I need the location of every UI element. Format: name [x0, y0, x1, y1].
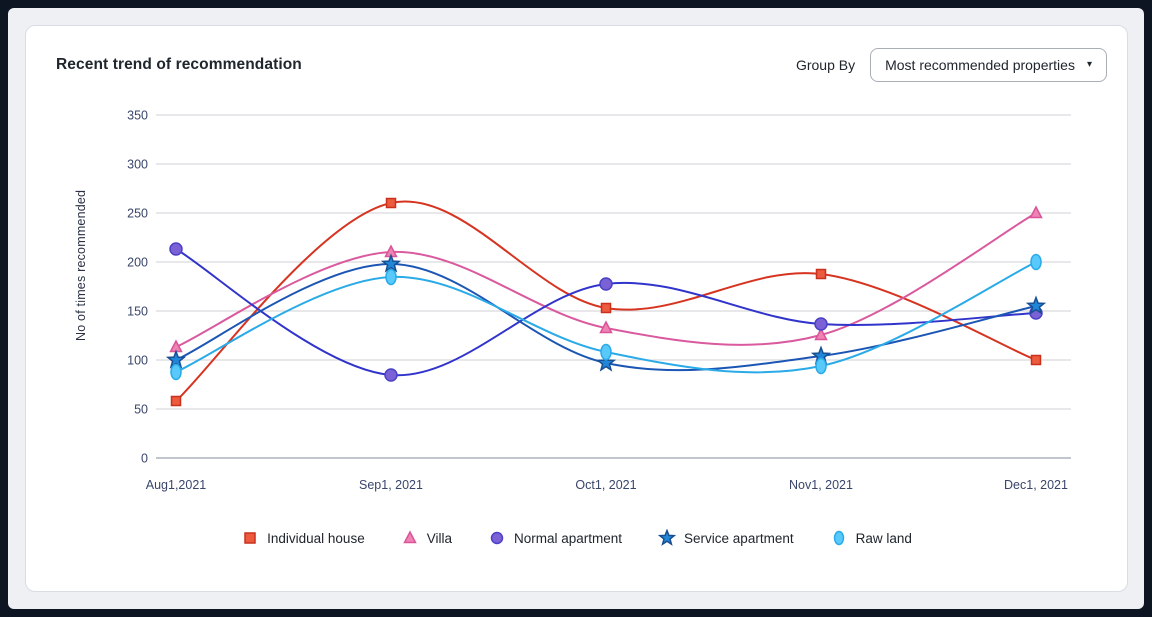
- star-marker-icon: [595, 352, 617, 372]
- circle-marker-icon: [814, 317, 828, 331]
- circle-marker-icon: [384, 368, 398, 382]
- page-title: Recent trend of recommendation: [56, 56, 302, 73]
- x-tick-label: Oct1, 2021: [575, 478, 636, 492]
- oval-marker-icon: [815, 357, 827, 375]
- legend-label: Villa: [426, 530, 452, 546]
- page-background: Recent trend of recommendation Group By …: [8, 8, 1144, 609]
- circle-marker-icon: [490, 531, 504, 545]
- square-marker-icon: [600, 302, 612, 314]
- x-tick-label: Nov1, 2021: [789, 478, 853, 492]
- x-tick-label: Dec1, 2021: [1004, 478, 1068, 492]
- y-tick-label: 250: [127, 207, 148, 221]
- legend-label: Raw land: [855, 530, 912, 546]
- triangle-icon: [402, 530, 417, 544]
- circle-icon: [490, 531, 504, 545]
- y-tick-label: 150: [127, 305, 148, 319]
- star-marker-icon: [1025, 295, 1047, 315]
- chart-area: 0 50 100 150 200 250 300 350 Aug1,2021 Sep1, 2021…: [121, 101, 1096, 501]
- legend-item-service-apartment[interactable]: Service apartment: [658, 529, 794, 547]
- square-marker-icon: [244, 532, 256, 544]
- y-tick-label: 50: [134, 403, 148, 417]
- square-marker-icon: [815, 268, 827, 280]
- group-by-control: Group By Most recommended properties ▾: [796, 48, 1107, 82]
- star-icon: [658, 529, 677, 546]
- circle-marker-icon: [169, 242, 183, 256]
- square-marker-icon: [385, 197, 397, 209]
- oval-marker-icon: [385, 268, 397, 286]
- star-marker-icon: [658, 529, 677, 546]
- y-tick-label: 0: [141, 452, 148, 466]
- y-tick-label: 200: [127, 256, 148, 270]
- card-header: Recent trend of recommendation Group By …: [56, 48, 1107, 82]
- triangle-marker-icon: [402, 530, 417, 544]
- group-by-label: Group By: [795, 57, 856, 73]
- y-tick-label: 300: [127, 158, 148, 172]
- triangle-marker-icon: [1029, 205, 1043, 219]
- group-by-selected-value: Most recommended properties: [885, 57, 1075, 73]
- x-tick-label: Aug1,2021: [146, 478, 207, 492]
- oval-marker-icon: [600, 343, 612, 361]
- oval-marker-icon: [170, 363, 182, 381]
- oval-marker-icon: [833, 530, 844, 546]
- star-marker-icon: [380, 253, 402, 273]
- triangle-marker-icon: [814, 327, 828, 341]
- legend-item-raw-land[interactable]: Raw land: [830, 529, 912, 547]
- legend-label: Normal apartment: [513, 530, 623, 546]
- y-tick-label: 350: [127, 109, 148, 123]
- chart-legend: Individual house Villa Normal apartment Ser…: [26, 529, 1127, 547]
- legend-item-villa[interactable]: Villa: [401, 529, 452, 547]
- legend-label: Service apartment: [684, 530, 794, 546]
- circle-marker-icon: [599, 277, 613, 291]
- legend-label: Individual house: [267, 530, 365, 546]
- y-tick-label: 100: [127, 354, 148, 368]
- square-marker-icon: [1030, 354, 1042, 366]
- trend-line-chart: 0 50 100 150 200 250 300 350 Aug1,2021 Sep1, 2021…: [127, 109, 1071, 492]
- x-tick-label: Sep1, 2021: [359, 478, 423, 492]
- triangle-marker-icon: [599, 320, 613, 334]
- y-axis-title: No of times recommended: [74, 189, 88, 341]
- legend-item-normal-apartment[interactable]: Normal apartment: [488, 529, 622, 547]
- square-icon: [244, 532, 256, 544]
- oval-marker-icon: [1030, 253, 1042, 271]
- oval-icon: [833, 530, 844, 546]
- group-by-dropdown[interactable]: Most recommended properties ▾: [870, 48, 1107, 82]
- star-marker-icon: [165, 349, 187, 369]
- square-marker-icon: [170, 395, 182, 407]
- chart-card: Recent trend of recommendation Group By …: [25, 25, 1128, 592]
- legend-item-individual-house[interactable]: Individual house: [241, 529, 365, 547]
- chevron-down-icon: ▾: [1086, 59, 1092, 70]
